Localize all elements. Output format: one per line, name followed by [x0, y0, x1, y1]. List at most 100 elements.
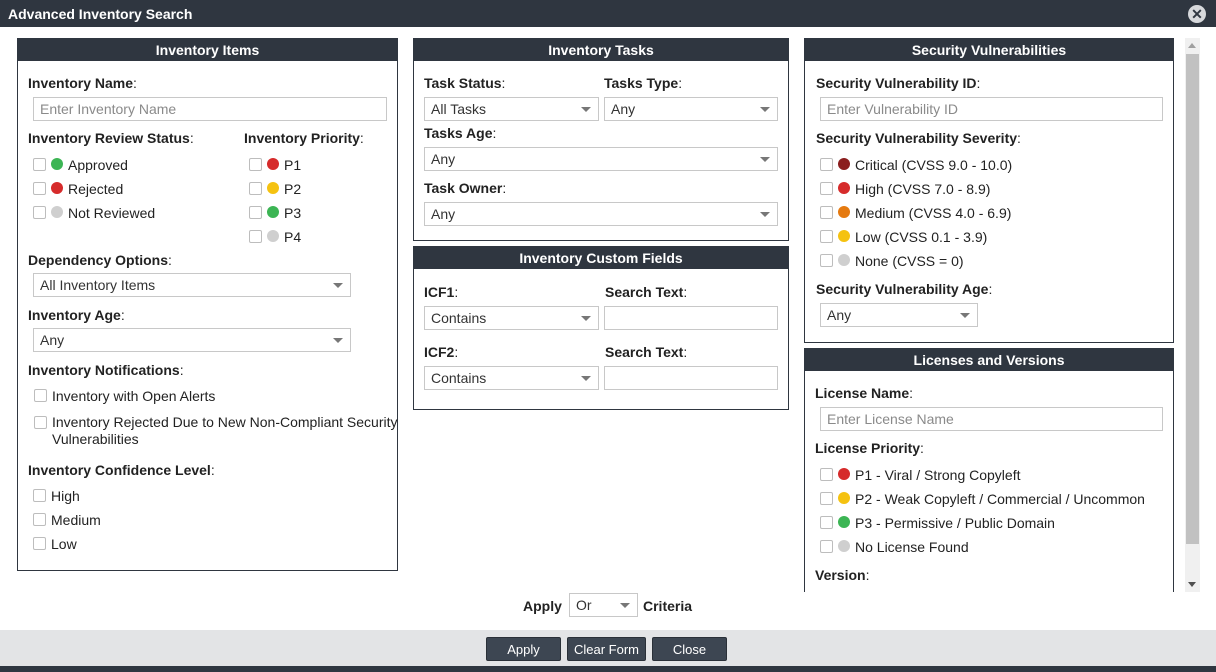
- inventory-age-select[interactable]: Any: [33, 328, 351, 352]
- close-button[interactable]: Close: [652, 637, 727, 661]
- tasks-type-select[interactable]: Any: [604, 97, 778, 121]
- icf2-operator-value: Contains: [431, 370, 487, 386]
- priority-p4-label: P4: [284, 229, 302, 245]
- icf1-operator-value: Contains: [431, 310, 487, 326]
- scroll-up-arrow-icon[interactable]: [1188, 43, 1196, 48]
- severity-low-checkbox[interactable]: [820, 230, 833, 243]
- chevron-down-icon: [581, 376, 591, 381]
- dialog-footer: Apply Clear Form Close: [0, 630, 1216, 666]
- priority-p2-label: P2: [284, 181, 302, 197]
- not-reviewed-status-dot-icon: [51, 206, 63, 218]
- no-license-dot-icon: [838, 540, 850, 552]
- security-vulnerabilities-panel: Security Vulnerabilities Security Vulner…: [804, 38, 1174, 343]
- no-license-checkbox[interactable]: [820, 540, 833, 553]
- rejected-vulnerabilities-checkbox[interactable]: [34, 416, 47, 429]
- inventory-name-input[interactable]: [33, 97, 387, 121]
- license-p2-dot-icon: [838, 492, 850, 504]
- license-p2-label: P2 - Weak Copyleft / Commercial / Uncomm…: [855, 491, 1145, 507]
- severity-low-label: Low (CVSS 0.1 - 3.9): [855, 229, 988, 245]
- severity-medium-label: Medium (CVSS 4.0 - 6.9): [855, 205, 1012, 221]
- approved-checkbox[interactable]: [33, 158, 46, 171]
- license-p3-label: P3 - Permissive / Public Domain: [855, 515, 1055, 531]
- license-p3-dot-icon: [838, 516, 850, 528]
- chevron-down-icon: [760, 107, 770, 112]
- license-p1-label: P1 - Viral / Strong Copyleft: [855, 467, 1021, 483]
- severity-high-label: High (CVSS 7.0 - 8.9): [855, 181, 991, 197]
- criteria-operator-select[interactable]: Or: [569, 593, 638, 617]
- inventory-age-label: Inventory Age:: [28, 307, 125, 323]
- not-reviewed-label: Not Reviewed: [68, 205, 156, 221]
- tasks-type-value: Any: [611, 101, 636, 117]
- icf2-operator-select[interactable]: Contains: [424, 366, 599, 390]
- licenses-panel: Licenses and Versions License Name: Lice…: [804, 348, 1174, 592]
- chevron-down-icon: [581, 316, 591, 321]
- severity-high-checkbox[interactable]: [820, 182, 833, 195]
- task-status-select[interactable]: All Tasks: [424, 97, 599, 121]
- priority-label: Inventory Priority:: [244, 130, 364, 146]
- rejected-vulnerabilities-label: Inventory Rejected Due to New Non-Compli…: [52, 414, 398, 430]
- icf1-search-input[interactable]: [604, 306, 778, 330]
- licenses-header: Licenses and Versions: [805, 349, 1173, 371]
- rejected-label: Rejected: [68, 181, 124, 197]
- severity-medium-dot-icon: [838, 206, 850, 218]
- priority-p2-checkbox[interactable]: [249, 182, 262, 195]
- apply-criteria-label: Apply: [523, 598, 562, 614]
- notifications-label: Inventory Notifications:: [28, 362, 184, 378]
- security-vulnerabilities-header: Security Vulnerabilities: [805, 39, 1173, 61]
- criteria-label: Criteria: [643, 598, 693, 614]
- severity-label: Security Vulnerability Severity:: [816, 130, 1021, 146]
- icf2-label: ICF2:: [424, 344, 459, 360]
- license-p3-checkbox[interactable]: [820, 516, 833, 529]
- severity-medium-checkbox[interactable]: [820, 206, 833, 219]
- severity-none-checkbox[interactable]: [820, 254, 833, 267]
- chevron-down-icon: [333, 283, 343, 288]
- vulnerability-age-value: Any: [827, 307, 852, 323]
- dependency-options-label: Dependency Options:: [28, 252, 172, 268]
- confidence-low-checkbox[interactable]: [33, 537, 46, 550]
- tasks-type-label: Tasks Type:: [604, 75, 683, 91]
- review-status-label: Inventory Review Status:: [28, 130, 194, 146]
- priority-p4-checkbox[interactable]: [249, 230, 262, 243]
- not-reviewed-checkbox[interactable]: [33, 206, 46, 219]
- license-name-input[interactable]: [820, 407, 1163, 431]
- confidence-level-label: Inventory Confidence Level:: [28, 462, 215, 478]
- apply-button[interactable]: Apply: [486, 637, 561, 661]
- severity-critical-checkbox[interactable]: [820, 158, 833, 171]
- severity-high-dot-icon: [838, 182, 850, 194]
- confidence-medium-checkbox[interactable]: [33, 513, 46, 526]
- rejected-checkbox[interactable]: [33, 182, 46, 195]
- confidence-high-checkbox[interactable]: [33, 489, 46, 502]
- task-status-value: All Tasks: [431, 101, 486, 117]
- tasks-age-select[interactable]: Any: [424, 147, 778, 171]
- confidence-high-label: High: [51, 488, 80, 504]
- icf2-search-input[interactable]: [604, 366, 778, 390]
- open-alerts-label: Inventory with Open Alerts: [52, 388, 216, 404]
- license-p2-checkbox[interactable]: [820, 492, 833, 505]
- criteria-operator-value: Or: [576, 597, 592, 613]
- scroll-down-arrow-icon[interactable]: [1188, 582, 1196, 587]
- inventory-items-panel: Inventory Items Inventory Name: Inventor…: [17, 38, 398, 571]
- custom-fields-header: Inventory Custom Fields: [414, 247, 788, 269]
- vulnerability-age-select[interactable]: Any: [820, 303, 978, 327]
- chevron-down-icon: [760, 212, 770, 217]
- task-owner-select[interactable]: Any: [424, 202, 778, 226]
- priority-p3-checkbox[interactable]: [249, 206, 262, 219]
- icf1-label: ICF1:: [424, 284, 459, 300]
- open-alerts-checkbox[interactable]: [34, 389, 47, 402]
- priority-p1-label: P1: [284, 157, 302, 173]
- close-circle-icon[interactable]: ✕: [1188, 5, 1206, 23]
- scrollbar-thumb[interactable]: [1186, 54, 1199, 544]
- content-scrollbar[interactable]: [1185, 38, 1200, 592]
- inventory-tasks-header: Inventory Tasks: [414, 39, 788, 61]
- vulnerability-id-input[interactable]: [820, 97, 1163, 121]
- tasks-age-label: Tasks Age:: [424, 125, 497, 141]
- clear-form-button[interactable]: Clear Form: [567, 637, 646, 661]
- license-p1-checkbox[interactable]: [820, 468, 833, 481]
- priority-p1-checkbox[interactable]: [249, 158, 262, 171]
- chevron-down-icon: [333, 338, 343, 343]
- icf1-operator-select[interactable]: Contains: [424, 306, 599, 330]
- severity-critical-label: Critical (CVSS 9.0 - 10.0): [855, 157, 1013, 173]
- approved-status-dot-icon: [51, 158, 63, 170]
- dependency-options-select[interactable]: All Inventory Items: [33, 273, 351, 297]
